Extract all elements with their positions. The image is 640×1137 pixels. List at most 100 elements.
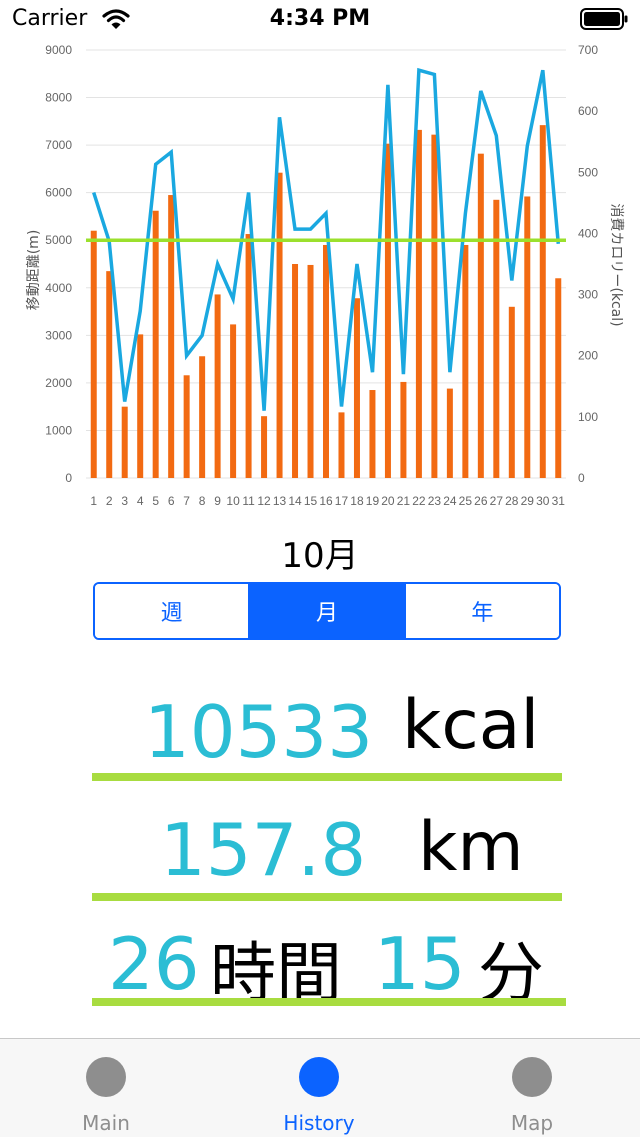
- bar-day-13: [276, 172, 283, 478]
- x-tick-label: 30: [536, 494, 550, 508]
- bar-day-11: [245, 234, 252, 478]
- main-tab-icon: [86, 1057, 126, 1097]
- bar-day-8: [199, 356, 206, 478]
- x-tick-label: 10: [226, 494, 240, 508]
- tab-main-label: Main: [82, 1111, 130, 1135]
- x-tick-label: 13: [273, 494, 287, 508]
- bar-day-14: [292, 264, 299, 478]
- y-tick-label: 1000: [45, 423, 72, 437]
- bar-day-25: [462, 244, 469, 478]
- x-tick-label: 25: [459, 494, 473, 508]
- y2-tick-label: 100: [578, 410, 598, 424]
- distance-stat: 157.8 km: [0, 808, 640, 908]
- x-tick-label: 28: [505, 494, 519, 508]
- battery-icon: [580, 8, 628, 30]
- y2-tick-label: 700: [578, 43, 598, 57]
- x-tick-label: 8: [199, 494, 206, 508]
- calories-value: 10533: [144, 690, 374, 774]
- tab-main[interactable]: Main: [36, 1039, 176, 1137]
- status-time: 4:34 PM: [269, 6, 371, 31]
- y-tick-label: 5000: [45, 233, 72, 247]
- y-tick-label: 4000: [45, 281, 72, 295]
- y-axis-title: 移動距離(m): [25, 230, 42, 311]
- x-tick-label: 27: [490, 494, 504, 508]
- x-tick-label: 23: [428, 494, 442, 508]
- bar-day-2: [106, 271, 113, 478]
- bar-day-7: [183, 375, 190, 478]
- bar-day-22: [415, 129, 422, 479]
- y-tick-label: 9000: [45, 43, 72, 57]
- x-tick-label: 12: [257, 494, 271, 508]
- y2-tick-label: 300: [578, 288, 598, 302]
- x-tick-label: 22: [412, 494, 426, 508]
- x-tick-label: 24: [443, 494, 457, 508]
- calories-unit: kcal: [402, 686, 540, 765]
- x-tick-label: 17: [335, 494, 349, 508]
- y2-tick-label: 200: [578, 349, 598, 363]
- x-tick-label: 11: [242, 494, 255, 508]
- bar-day-6: [168, 195, 175, 479]
- tab-history-label: History: [283, 1111, 355, 1135]
- x-tick-label: 1: [90, 494, 97, 508]
- x-tick-label: 29: [521, 494, 535, 508]
- y2-tick-label: 0: [578, 471, 585, 485]
- segment-year[interactable]: 年: [403, 584, 559, 638]
- x-tick-label: 6: [168, 494, 175, 508]
- status-bar: Carrier 4:34 PM: [0, 0, 640, 40]
- y-tick-label: 7000: [45, 138, 72, 152]
- distance-underline: [92, 893, 562, 901]
- x-tick-label: 7: [183, 494, 190, 508]
- bar-day-30: [539, 125, 546, 478]
- x-tick-label: 14: [288, 494, 302, 508]
- calories-underline: [92, 773, 562, 781]
- history-tab-icon: [299, 1057, 339, 1097]
- x-tick-label: 21: [397, 494, 411, 508]
- x-tick-label: 18: [350, 494, 364, 508]
- x-tick-label: 3: [121, 494, 128, 508]
- x-tick-label: 5: [152, 494, 159, 508]
- bar-day-16: [323, 244, 329, 478]
- period-label: 10月: [281, 536, 359, 576]
- segment-week[interactable]: 週: [95, 584, 249, 638]
- x-tick-label: 2: [106, 494, 113, 508]
- distance-unit: km: [418, 808, 524, 887]
- x-tick-label: 19: [366, 494, 380, 508]
- duration-underline: [92, 998, 566, 1006]
- x-tick-label: 26: [474, 494, 488, 508]
- bar-day-17: [338, 412, 345, 478]
- bar-day-23: [431, 134, 438, 478]
- tab-bar: Main History Map: [0, 1038, 640, 1137]
- tab-map[interactable]: Map: [462, 1039, 602, 1137]
- bar-day-12: [261, 416, 268, 478]
- tab-history[interactable]: History: [249, 1039, 389, 1137]
- distance-value: 157.8: [160, 808, 367, 892]
- bar-day-5: [152, 210, 159, 478]
- carrier-label: Carrier: [12, 6, 88, 31]
- bar-day-24: [446, 388, 453, 478]
- tab-map-label: Map: [510, 1111, 554, 1135]
- period-segmented-control[interactable]: 週 月 年: [93, 582, 561, 640]
- bar-day-27: [493, 199, 500, 479]
- y2-tick-label: 600: [578, 104, 598, 118]
- distance-calorie-chart: 0 1000 2000 3000 4000 5000 6000 7000 8000 9000 0 10…: [25, 43, 624, 508]
- calories-stat: 10533 kcal: [0, 686, 640, 790]
- calorie-line: [92, 67, 561, 411]
- bar-day-26: [477, 153, 484, 478]
- segment-month[interactable]: 月: [248, 584, 404, 638]
- duration-hours: 26: [108, 922, 200, 1006]
- bar-day-28: [508, 306, 515, 478]
- bar-day-18: [353, 298, 360, 478]
- x-tick-label: 20: [381, 494, 395, 508]
- bar-day-1: [90, 230, 97, 478]
- bar-day-10: [230, 324, 237, 478]
- bar-day-20: [384, 143, 391, 478]
- bar-day-21: [400, 381, 407, 478]
- y-tick-label: 0: [65, 471, 72, 485]
- bar-day-31: [555, 278, 562, 478]
- duration-stat: 26 時間 15 分: [0, 918, 640, 1018]
- wifi-icon: [102, 9, 130, 29]
- y-tick-label: 3000: [45, 328, 72, 342]
- bar-day-15: [307, 264, 314, 478]
- x-tick-label: 15: [304, 494, 318, 508]
- y2-axis-title: 消費カロリー(kcal): [608, 203, 624, 326]
